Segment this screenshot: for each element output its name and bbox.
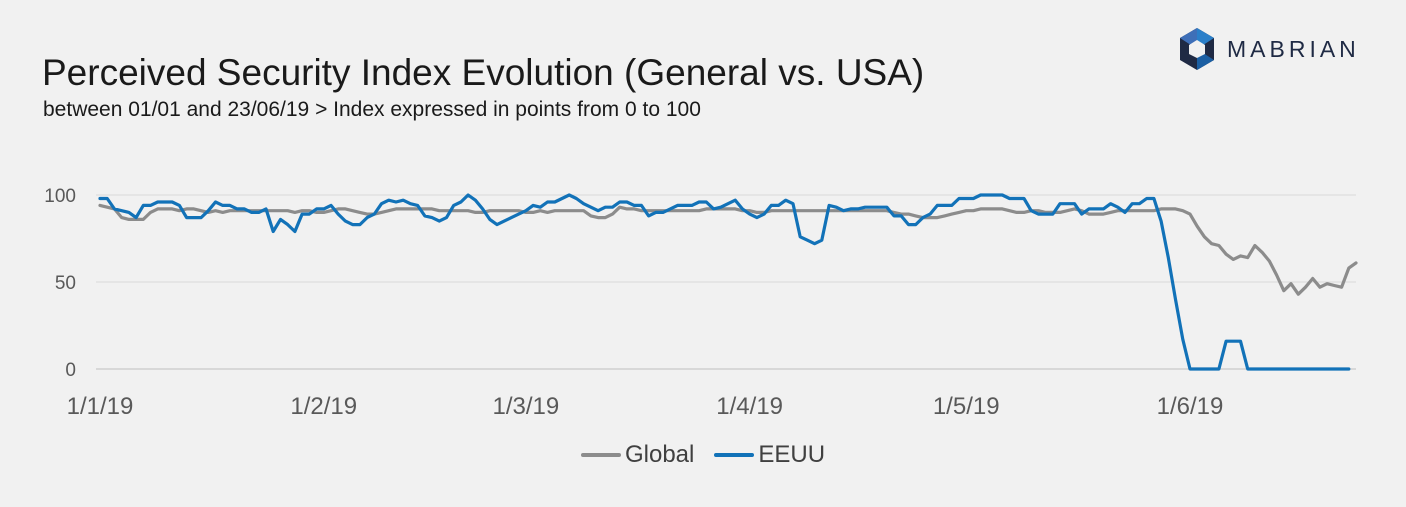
hexagon-logo-icon bbox=[1180, 28, 1214, 70]
x-tick-label: 1/4/19 bbox=[716, 393, 783, 420]
x-tick-label: 1/3/19 bbox=[493, 393, 560, 420]
y-tick-label: 50 bbox=[55, 273, 76, 294]
y-axis-ticks: 0 50 100 bbox=[44, 186, 76, 381]
series-line-global bbox=[98, 203, 1358, 296]
legend-item-eeuu: EEUU bbox=[714, 441, 825, 469]
legend-label-global: Global bbox=[624, 441, 695, 468]
x-tick-label: 1/6/19 bbox=[1157, 393, 1224, 420]
x-tick-label: 1/2/19 bbox=[290, 393, 357, 420]
legend-label-eeuu: EEUU bbox=[758, 441, 826, 468]
brand-logo: MABRIAN bbox=[1178, 27, 1360, 71]
y-tick-label: 100 bbox=[44, 186, 76, 207]
series-line-eeuu bbox=[98, 193, 1351, 371]
legend-swatch-eeuu bbox=[714, 453, 755, 457]
legend-swatch-global bbox=[580, 453, 621, 457]
chart-title: Perceived Security Index Evolution (Gene… bbox=[42, 52, 925, 93]
y-tick-label: 0 bbox=[65, 360, 76, 381]
legend-item-global: Global bbox=[580, 441, 695, 469]
legend: Global EEUU bbox=[0, 441, 1406, 469]
line-chart: 0 50 100 1/1/19 1/2/19 1/3/19 1/4/19 1/5/19 1/6… bbox=[44, 186, 1358, 420]
brand-name: MABRIAN bbox=[1227, 35, 1360, 62]
gridlines bbox=[96, 194, 1356, 370]
series-lines bbox=[98, 193, 1358, 371]
chart-subtitle: between 01/01 and 23/06/19 > Index expre… bbox=[43, 98, 701, 121]
x-axis-ticks: 1/1/19 1/2/19 1/3/19 1/4/19 1/5/19 1/6/19 bbox=[67, 393, 1224, 420]
x-tick-label: 1/1/19 bbox=[67, 393, 134, 420]
x-tick-label: 1/5/19 bbox=[933, 393, 1000, 420]
